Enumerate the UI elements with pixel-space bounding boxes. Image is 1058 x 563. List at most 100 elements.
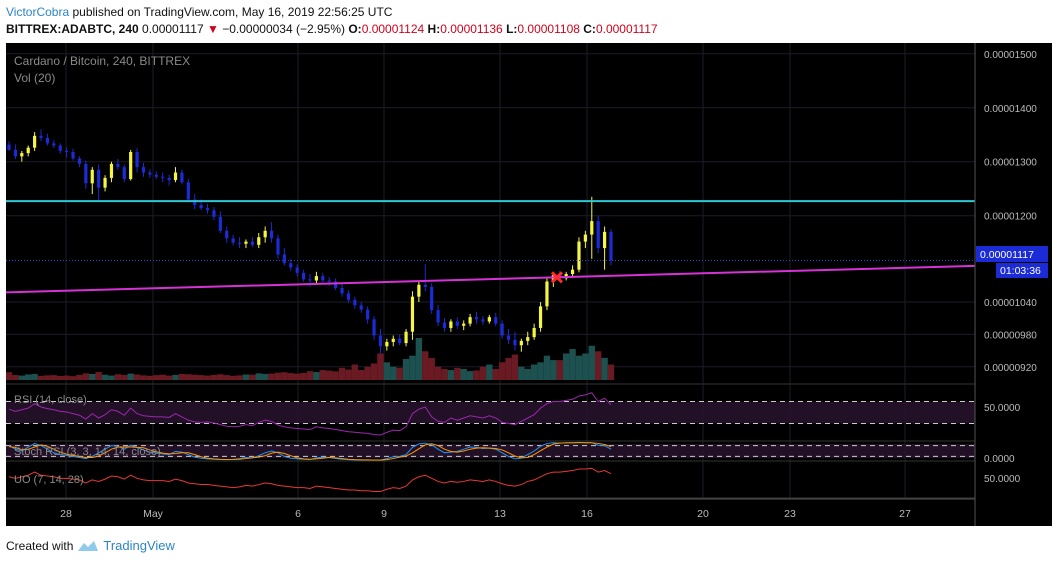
volume-bar [441,368,448,380]
publish-line: VictorCobra published on TradingView.com… [6,5,392,19]
stoch-rsi-label: Stoch RSI (3, 3, 14, 14, close) [14,446,161,458]
volume-bar [236,375,243,380]
volume-bar [601,357,608,380]
volume-bar [172,374,179,380]
candle-body [436,310,440,323]
volume-bar [473,370,480,380]
volume-bar [390,366,397,380]
candle-body [359,305,363,310]
candle-body [385,341,389,347]
candle-body [526,337,530,341]
candle-body [257,237,261,245]
volume-bar [345,369,352,380]
candle-body [487,317,491,322]
volume-bar [249,374,256,380]
volume-bar [178,373,186,380]
candle-body [353,299,357,306]
candle-body [231,238,235,243]
volume-bar [319,370,327,380]
volume-bar [274,372,282,380]
candle-body [596,221,600,249]
price-axis-label: 0.00001400 [984,104,1037,115]
candles [7,129,613,354]
volume-bar [204,375,211,380]
volume-bar [255,373,262,380]
candle-body [71,152,75,159]
candle-body [237,242,242,244]
volume-bar [306,371,314,380]
candle-body [282,254,286,264]
chart-container[interactable]: 28 May 6 9 13 16 20 23 27 0.00001500 0.00001400 0.0… [5,43,1052,526]
x-axis-label: 16 [581,508,593,520]
chart-title: Cardano / Bitcoin, 240, BITTREX [14,54,190,68]
candle-body [154,174,158,177]
candle-body [340,288,344,294]
candle-body [250,241,254,245]
volume-bar [543,355,551,380]
volume-bar [44,375,51,380]
volume-bar [383,362,391,380]
down-arrow-icon: ▼ [207,22,219,36]
candle-body [77,158,82,164]
candle-body [199,204,203,209]
candle-body [218,216,222,231]
chart-svg[interactable]: 28 May 6 9 13 16 20 23 27 0.00001500 0.00001400 0.0… [5,43,1052,526]
volume-bar [146,375,154,380]
price-tag-text: 0.00001117 [980,249,1034,261]
price-axis-label: 0.00001040 [984,298,1037,309]
volume-bar [332,371,339,380]
volume-bar [5,372,13,380]
drawing-lines[interactable] [5,200,976,294]
candle-body [58,145,62,151]
x-axis-label: 23 [784,508,796,520]
candle-body [378,335,383,347]
volume-bar [268,373,275,380]
open-value: 0.00001124 [361,22,425,36]
candle-body [65,150,69,153]
volume-bar [518,366,525,380]
candle-body [39,135,43,138]
volume-bar [223,375,230,380]
candle-body [334,281,338,289]
author-link[interactable]: VictorCobra [6,5,70,19]
volume-bar [486,364,493,380]
tradingview-brand[interactable]: TradingView [103,538,175,553]
volume-bar [165,375,173,380]
candle-body [583,234,587,242]
countdown-text: 01:03:36 [1000,265,1041,277]
candle-body [52,143,56,146]
volume-bar [31,373,38,380]
candle-body [577,241,581,270]
volume-bar [69,376,77,380]
x-axis-label: 28 [60,508,72,520]
candle-body [263,230,267,238]
volume-bar [281,372,288,380]
candle-body [276,238,280,255]
candle-body [602,231,607,249]
volume-bar [140,375,147,380]
volume-bar [556,360,563,380]
stoch-d-line [8,442,612,461]
volume-bar [82,373,90,380]
candle-body [500,323,504,336]
high-value: 0.00001136 [440,22,503,36]
volume-bar [351,364,359,380]
volume-bar [498,362,506,380]
volume-bar [185,374,192,380]
uo-label: UO (7, 14, 28) [14,474,84,486]
volume-bar [25,374,32,380]
axis-labels: 28 May 6 9 13 16 20 23 27 0.00001500 0.00001400 0.0… [60,50,1037,520]
volume-bar [293,373,301,380]
price-axis[interactable] [975,43,1052,526]
close-value: 0.00001117 [595,22,658,36]
volume-bar [569,349,576,380]
volume-bar [370,363,378,380]
candle-body [135,152,139,168]
low-label: L: [506,22,518,36]
volume-bar [313,372,320,380]
volume-bar [57,376,64,380]
candle-body [295,267,299,273]
candle-body [410,296,415,332]
candle-body [468,317,472,324]
candle-body [186,182,190,200]
